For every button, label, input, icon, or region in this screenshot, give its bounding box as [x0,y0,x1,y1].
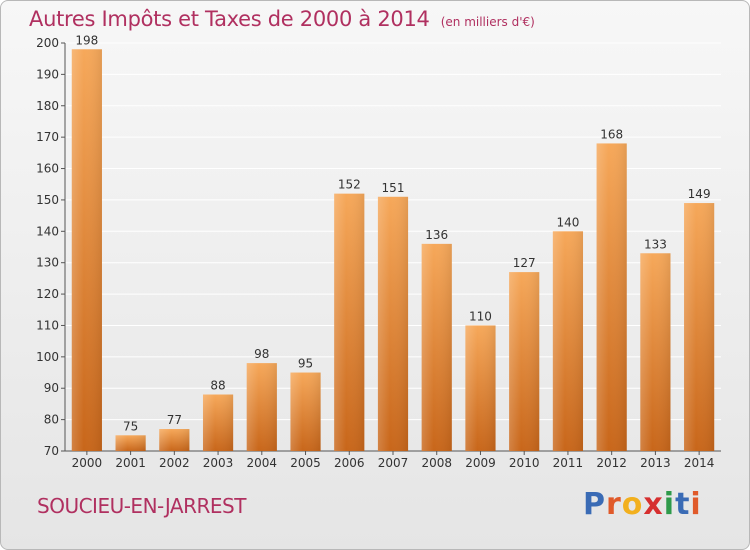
x-tick-label: 2009 [465,456,496,470]
bar-value-label: 88 [210,379,225,393]
x-tick-label: 2012 [596,456,627,470]
bar-shine [159,429,190,451]
bar-value-label: 198 [75,33,98,47]
y-tick-label: 160 [36,162,59,176]
bar-value-label: 98 [254,347,269,361]
bar-value-label: 127 [513,256,536,270]
bar-value-label: 140 [556,215,579,229]
y-tick-label: 120 [36,287,59,301]
logo-letter: i [690,487,702,522]
bar-shine [246,363,277,451]
y-tick-label: 130 [36,256,59,270]
x-tick-label: 2004 [247,456,278,470]
logo-letter: x [643,487,664,522]
y-tick-label: 70 [44,444,59,458]
bar-shine [334,193,365,451]
x-tick-label: 2011 [553,456,584,470]
bar-value-label: 152 [338,178,361,192]
bar-value-label: 149 [688,187,711,201]
chart-unit-label: (en milliers d'€) [440,15,535,29]
x-tick-label: 2010 [509,456,540,470]
y-tick-label: 190 [36,67,59,81]
y-tick-label: 200 [36,36,59,50]
logo-letter: o [621,487,644,522]
y-tick-label: 150 [36,193,59,207]
bar-value-label: 151 [382,181,405,195]
bar-shine [202,394,234,451]
y-tick-label: 140 [36,224,59,238]
bar-shine [115,435,146,451]
y-tick-label: 80 [44,413,59,427]
logo-letter: t [675,487,691,522]
x-tick-label: 2001 [115,456,146,470]
x-tick-label: 2005 [290,456,321,470]
bar-value-label: 77 [167,413,182,427]
bar-value-label: 133 [644,237,667,251]
x-tick-label: 2013 [640,456,671,470]
bar-value-label: 168 [600,127,623,141]
y-tick-label: 170 [36,130,59,144]
x-tick-label: 2006 [334,456,365,470]
x-tick-label: 2003 [203,456,234,470]
x-tick-label: 2002 [159,456,190,470]
chart-title-text: Autres Impôts et Taxes de 2000 à 2014 [29,7,430,31]
bar-shine [596,143,627,451]
logo-letter: i [663,487,676,522]
bar-shine [71,49,102,452]
bar-shine [509,272,540,451]
proxiti-logo[interactable]: Proxiti [583,487,702,522]
bar-value-label: 75 [123,419,138,433]
chart-title: Autres Impôts et Taxes de 2000 à 2014 (e… [29,7,535,31]
logo-letter: P [583,487,606,522]
bar-shine [421,243,452,451]
x-tick-label: 2000 [72,456,103,470]
y-tick-label: 180 [36,99,59,113]
bar-shine [290,372,321,451]
x-tick-label: 2007 [378,456,409,470]
logo-letter: r [606,487,622,522]
x-tick-label: 2008 [421,456,452,470]
bar-shine [552,231,584,451]
bar-shine [640,253,671,451]
bar-shine [465,325,496,451]
y-tick-label: 100 [36,350,59,364]
bar-value-label: 110 [469,309,492,323]
commune-name: SOUCIEU-EN-JARREST [37,494,246,518]
bar-shine [684,203,715,451]
x-tick-label: 2014 [684,456,715,470]
bar-value-label: 95 [298,357,313,371]
y-tick-label: 90 [44,381,59,395]
bar-value-label: 136 [425,228,448,242]
bar-shine [377,196,409,451]
y-tick-label: 110 [36,318,59,332]
